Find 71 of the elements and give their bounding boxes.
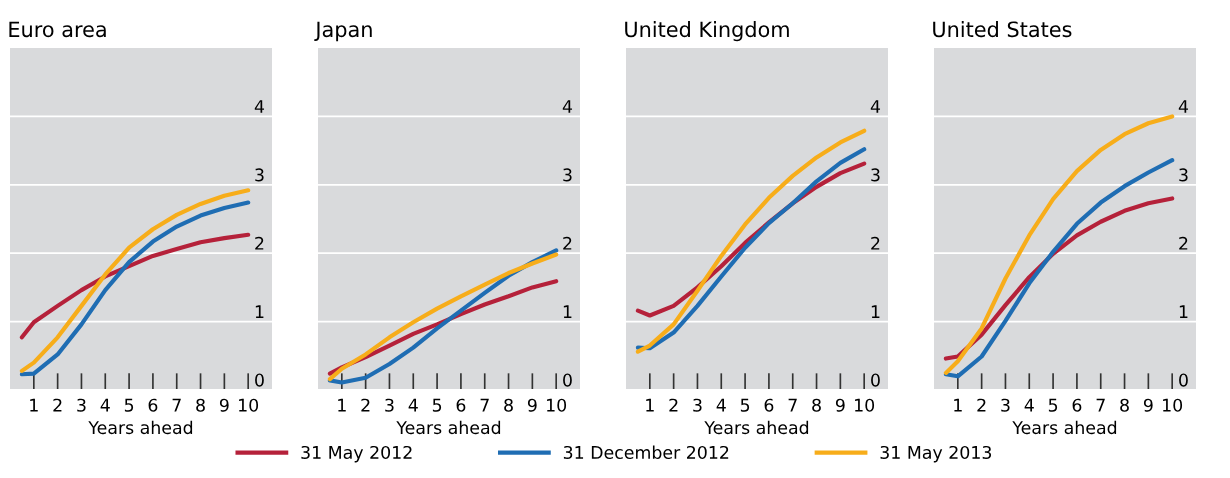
- x-axis-title: Years ahead: [396, 420, 501, 435]
- x-tick-label: 7: [172, 398, 181, 412]
- x-tick-label: 6: [1072, 398, 1082, 412]
- y-tick-label: 0: [871, 373, 880, 387]
- chart-title: Japan: [314, 21, 372, 42]
- x-axis-title: Years ahead: [704, 420, 809, 435]
- x-tick-label: 3: [385, 398, 394, 412]
- x-tick-label: 3: [1001, 398, 1010, 412]
- x-tick-label: 6: [456, 398, 466, 412]
- x-tick-label: 1: [646, 398, 654, 412]
- chart-title: United Kingdom: [625, 21, 789, 42]
- x-tick-label: 5: [1048, 398, 1058, 412]
- x-axis-title: Years ahead: [88, 420, 193, 435]
- x-tick-label: 4: [100, 398, 110, 412]
- y-tick-label: 0: [563, 373, 572, 387]
- y-tick-label: 3: [563, 168, 572, 182]
- y-tick-label: 1: [1179, 305, 1188, 318]
- x-tick-label: 5: [740, 398, 750, 412]
- x-tick-label: 10: [855, 398, 875, 412]
- legend-label: 31 December 2012: [563, 445, 729, 460]
- x-tick-label: 7: [480, 398, 489, 412]
- y-tick-label: 2: [255, 236, 264, 250]
- x-axis-title: Years ahead: [1012, 420, 1117, 435]
- y-tick-label: 3: [871, 168, 880, 182]
- x-tick-label: 9: [219, 398, 229, 412]
- y-tick-label: 4: [254, 100, 265, 113]
- x-tick-label: 2: [53, 398, 62, 412]
- x-tick-label: 7: [1096, 398, 1105, 412]
- x-tick-label: 9: [835, 398, 845, 412]
- y-tick-label: 1: [255, 305, 264, 318]
- x-tick-label: 8: [196, 398, 205, 412]
- x-tick-label: 3: [693, 398, 702, 412]
- chart-title: Euro area: [9, 21, 106, 38]
- y-tick-label: 3: [255, 168, 264, 182]
- y-tick-label: 2: [871, 236, 880, 250]
- x-tick-label: 4: [1024, 398, 1034, 412]
- x-tick-label: 5: [124, 398, 134, 412]
- y-tick-label: 1: [563, 305, 572, 318]
- legend-label: 31 May 2013: [880, 445, 992, 463]
- y-tick-label: 2: [563, 236, 572, 250]
- x-tick-label: 3: [77, 398, 86, 412]
- x-tick-label: 2: [669, 398, 678, 412]
- x-tick-label: 2: [977, 398, 986, 412]
- x-tick-label: 8: [504, 398, 513, 412]
- y-tick-label: 2: [1179, 236, 1188, 250]
- chart-title: United States: [933, 21, 1072, 38]
- x-tick-label: 1: [30, 398, 38, 412]
- x-tick-label: 6: [148, 398, 158, 412]
- y-tick-label: 4: [870, 100, 881, 113]
- y-tick-label: 0: [1179, 373, 1188, 387]
- x-tick-label: 6: [764, 398, 774, 412]
- x-tick-label: 10: [547, 398, 567, 412]
- x-tick-label: 8: [812, 398, 821, 412]
- y-tick-label: 4: [1178, 100, 1189, 113]
- x-tick-label: 2: [361, 398, 370, 412]
- y-tick-label: 3: [1179, 168, 1188, 182]
- x-tick-label: 1: [338, 398, 346, 412]
- x-tick-label: 7: [788, 398, 797, 412]
- x-tick-label: 9: [527, 398, 537, 412]
- x-tick-label: 5: [432, 398, 442, 412]
- y-tick-label: 0: [255, 373, 264, 387]
- legend-label: 31 May 2012: [301, 445, 412, 463]
- x-tick-label: 10: [239, 398, 259, 412]
- x-tick-label: 9: [1143, 398, 1153, 412]
- x-tick-label: 1: [954, 398, 962, 412]
- x-tick-label: 10: [1163, 398, 1183, 412]
- y-tick-label: 1: [871, 305, 880, 318]
- x-tick-label: 4: [408, 398, 418, 412]
- x-tick-label: 4: [716, 398, 726, 412]
- x-tick-label: 8: [1120, 398, 1129, 412]
- y-tick-label: 4: [562, 100, 573, 113]
